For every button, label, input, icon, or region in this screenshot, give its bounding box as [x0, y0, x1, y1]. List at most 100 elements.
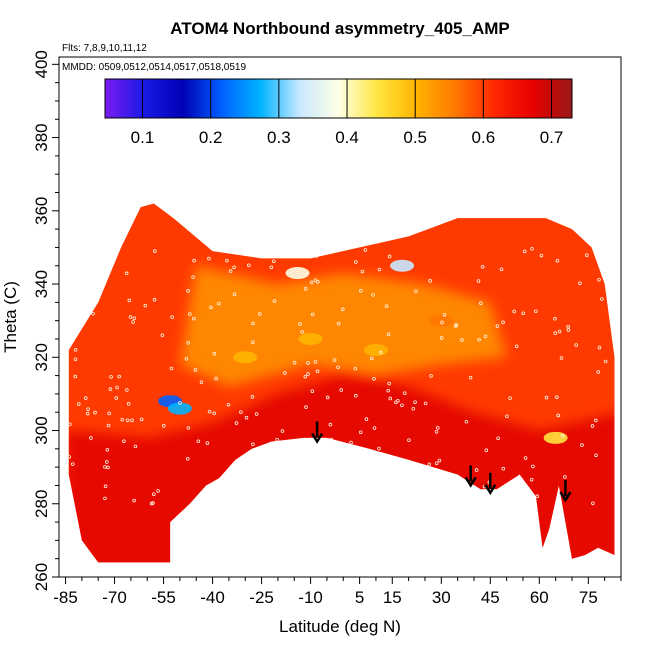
- observation-point: [91, 311, 95, 316]
- observation-point: [207, 256, 211, 261]
- observation-point: [196, 439, 201, 444]
- observation-point: [468, 375, 473, 380]
- observation-point: [601, 272, 605, 277]
- observation-point: [269, 265, 274, 270]
- observation-point: [594, 418, 598, 423]
- observation-point: [65, 439, 68, 442]
- observation-point: [143, 303, 148, 308]
- observation-point: [386, 388, 391, 393]
- observation-point: [358, 430, 363, 435]
- observation-point: [377, 267, 382, 272]
- colorbar-tick-label-6: 0.7: [540, 128, 564, 147]
- observation-point: [192, 316, 196, 321]
- observation-point: [334, 488, 339, 493]
- observation-point: [512, 309, 517, 314]
- observation-point: [559, 356, 564, 360]
- observation-point: [508, 396, 512, 400]
- observation-point: [484, 448, 489, 453]
- observation-point: [496, 436, 500, 441]
- heatmap-spot-1: [167, 402, 192, 415]
- y-tick-label-3: 320: [32, 343, 51, 371]
- heatmap-spot-3: [390, 259, 415, 272]
- observation-point: [161, 424, 166, 428]
- observation-point: [555, 258, 560, 263]
- observation-point: [402, 391, 407, 395]
- y-tick-label-1: 280: [32, 490, 51, 518]
- observation-point: [307, 442, 312, 446]
- observation-point: [480, 264, 485, 269]
- observation-point: [303, 287, 308, 291]
- observation-point: [160, 333, 165, 338]
- observation-point: [313, 360, 318, 364]
- y-tick-label-7: 400: [32, 50, 51, 78]
- observation-point: [303, 374, 308, 379]
- observation-point: [254, 412, 259, 416]
- y-tick-label-5: 360: [32, 197, 51, 225]
- observation-point: [325, 395, 330, 400]
- observation-point: [439, 336, 444, 340]
- observation-point: [597, 345, 602, 350]
- observation-point: [379, 350, 383, 355]
- observation-point: [310, 389, 315, 393]
- colorbar-tick-label-1: 0.2: [199, 128, 223, 147]
- observation-point: [372, 426, 377, 430]
- observation-point: [125, 388, 129, 392]
- observation-point: [234, 421, 239, 425]
- observation-point: [505, 414, 509, 419]
- observation-point: [292, 444, 297, 448]
- observation-point: [169, 366, 174, 371]
- observation-point: [212, 411, 216, 416]
- observation-point: [566, 328, 571, 332]
- observation-point: [250, 395, 255, 399]
- observation-point: [539, 253, 544, 258]
- observation-point: [428, 279, 432, 283]
- colorbar-tick-label-0: 0.1: [131, 128, 155, 147]
- observation-point: [126, 401, 131, 406]
- observation-point: [120, 417, 125, 422]
- observation-point: [349, 440, 353, 445]
- observation-point: [400, 403, 404, 408]
- observation-point: [596, 370, 601, 374]
- observation-point: [427, 462, 432, 467]
- observation-point: [283, 474, 288, 478]
- observation-point: [407, 438, 411, 442]
- observation-point: [424, 499, 429, 504]
- heatmap-spot-6: [298, 332, 323, 345]
- observation-point: [332, 358, 337, 362]
- x-tick-label-6: 5: [355, 588, 364, 607]
- observation-point: [280, 429, 285, 433]
- observation-point: [252, 251, 256, 256]
- observation-point: [226, 402, 231, 407]
- observation-point: [377, 446, 381, 451]
- observation-point: [434, 461, 439, 466]
- observation-point: [239, 410, 243, 414]
- observation-point: [103, 465, 107, 469]
- observation-point: [315, 280, 320, 284]
- observation-point: [127, 298, 132, 303]
- colorbar-ticks: 0.1 0.2 0.3 0.4 0.5 0.6 0.7: [131, 79, 564, 147]
- observation-point: [603, 359, 608, 364]
- observation-point: [132, 498, 136, 503]
- observation-point: [310, 478, 314, 483]
- heatmap-spot-8: [429, 314, 454, 327]
- observation-point: [477, 337, 481, 342]
- observation-point: [333, 478, 337, 482]
- observation-point: [68, 422, 72, 427]
- observation-point: [387, 254, 392, 259]
- observation-point: [440, 320, 444, 325]
- observation-point: [104, 460, 109, 464]
- observation-point: [101, 276, 105, 281]
- observation-point: [217, 301, 221, 306]
- observation-point: [555, 395, 559, 400]
- observation-point: [495, 324, 500, 328]
- observation-point: [222, 245, 227, 250]
- observation-point: [434, 429, 439, 434]
- observation-point: [464, 419, 469, 424]
- observation-point: [152, 297, 157, 302]
- observation-point: [336, 321, 341, 326]
- observation-point: [106, 423, 111, 428]
- observation-point: [228, 269, 233, 273]
- observation-point: [341, 307, 345, 312]
- observation-point: [405, 476, 410, 481]
